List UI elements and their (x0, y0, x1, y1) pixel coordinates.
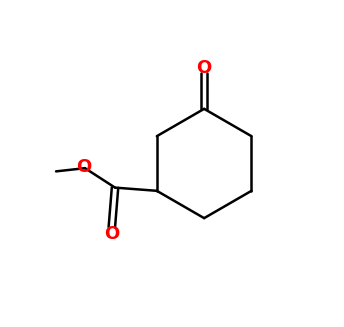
Text: O: O (196, 59, 212, 77)
Text: O: O (104, 225, 119, 243)
Text: O: O (76, 158, 91, 176)
